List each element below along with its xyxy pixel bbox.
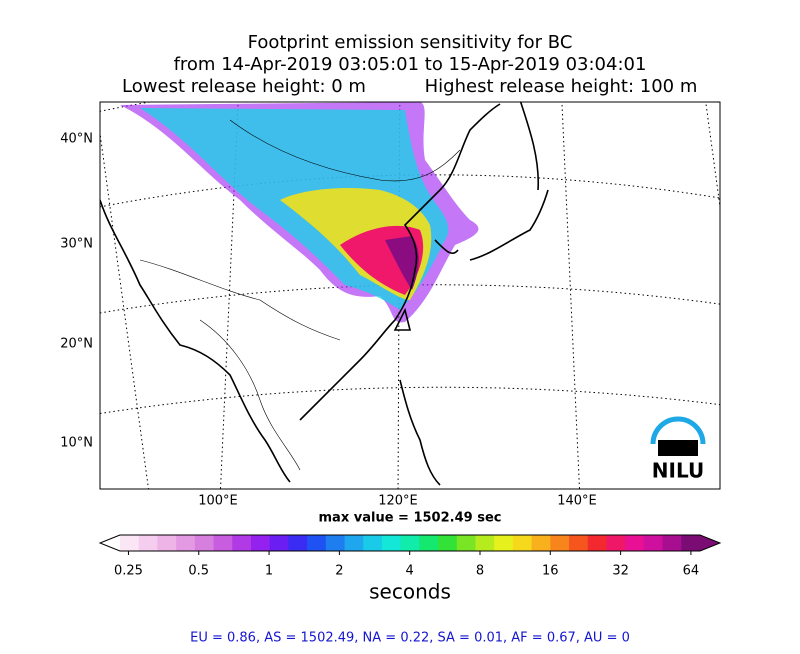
- lat-label: 10°N: [60, 436, 93, 451]
- colorbar-bin: [381, 535, 402, 551]
- colorbar-tick-label: 1: [265, 564, 273, 579]
- logo-text: NILU: [652, 459, 704, 483]
- borders: [139, 119, 461, 471]
- map: NILU: [100, 102, 720, 489]
- colorbar-bin: [625, 535, 645, 551]
- colorbar-bin: [587, 535, 607, 551]
- colorbar-bin: [456, 535, 476, 551]
- max-value: max value = 1502.49 sec: [319, 511, 502, 526]
- colorbar-bin: [138, 535, 158, 551]
- colorbar-bin: [213, 535, 233, 551]
- colorbar-extend-low: [100, 535, 120, 551]
- lat-label: 30°N: [60, 237, 93, 252]
- colorbar-bin: [494, 535, 514, 551]
- colorbar-bin: [250, 535, 271, 551]
- lat-label: 20°N: [60, 337, 93, 352]
- colorbar-bin: [569, 535, 589, 551]
- colorbar-bin: [232, 535, 252, 551]
- colorbar-bin: [643, 535, 664, 551]
- colorbar-tick-label: 16: [542, 564, 559, 579]
- colorbar-extend-high: [700, 535, 720, 551]
- nilu-logo: NILU: [650, 416, 706, 483]
- colorbar-bin: [662, 535, 682, 551]
- lat-label: 40°N: [60, 132, 93, 147]
- title-line: Highest release height: 100 m: [425, 76, 698, 97]
- title-line: Lowest release height: 0 m: [122, 76, 366, 97]
- colorbar-tick-label: 8: [476, 564, 484, 579]
- colorbar-tick-label: 0.25: [114, 564, 143, 579]
- colorbar-bin: [325, 535, 346, 551]
- colorbar-bin: [419, 535, 439, 551]
- footer-stats: EU = 0.86, AS = 1502.49, NA = 0.22, SA =…: [190, 631, 630, 646]
- colorbar-bin: [400, 535, 420, 551]
- colorbar-bin: [269, 535, 289, 551]
- colorbar-bin: [681, 535, 701, 551]
- map-frame: [99, 101, 721, 490]
- lon-label: 140°E: [557, 494, 597, 509]
- colorbar-bin: [120, 535, 140, 551]
- colorbar-bin: [512, 535, 533, 551]
- colorbar-bin: [157, 535, 177, 551]
- colorbar-bin: [606, 535, 626, 551]
- colorbar-bin: [438, 535, 458, 551]
- colorbar-tick-label: 32: [612, 564, 629, 579]
- lon-label: 100°E: [198, 494, 238, 509]
- colorbar-bin: [288, 535, 308, 551]
- coastline: [100, 102, 549, 486]
- footprint-peak: [385, 236, 419, 290]
- colorbar-bin: [194, 535, 215, 551]
- title-line: from 14-Apr-2019 03:05:01 to 15-Apr-2019…: [174, 54, 647, 75]
- colorbar-bin: [363, 535, 383, 551]
- colorbar: 0.25 0.5 1 2 4 8 16 32 64: [98, 534, 722, 579]
- colorbar-outline: [98, 534, 722, 552]
- colorbar-bin: [531, 535, 551, 551]
- colorbar-bin: [344, 535, 364, 551]
- colorbar-bin: [176, 535, 196, 551]
- colorbar-bin: [550, 535, 570, 551]
- colorbar-tick-label: 64: [683, 564, 700, 579]
- colorbar-label: seconds: [369, 580, 451, 604]
- colorbar-tick-label: 0.5: [188, 564, 209, 579]
- title-line: Footprint emission sensitivity for BC: [248, 32, 573, 53]
- lon-label: 120°E: [378, 494, 418, 509]
- colorbar-bin: [475, 535, 495, 551]
- colorbar-bin: [307, 535, 327, 551]
- colorbar-tick-label: 2: [335, 564, 343, 579]
- colorbar-tick-label: 4: [406, 564, 414, 579]
